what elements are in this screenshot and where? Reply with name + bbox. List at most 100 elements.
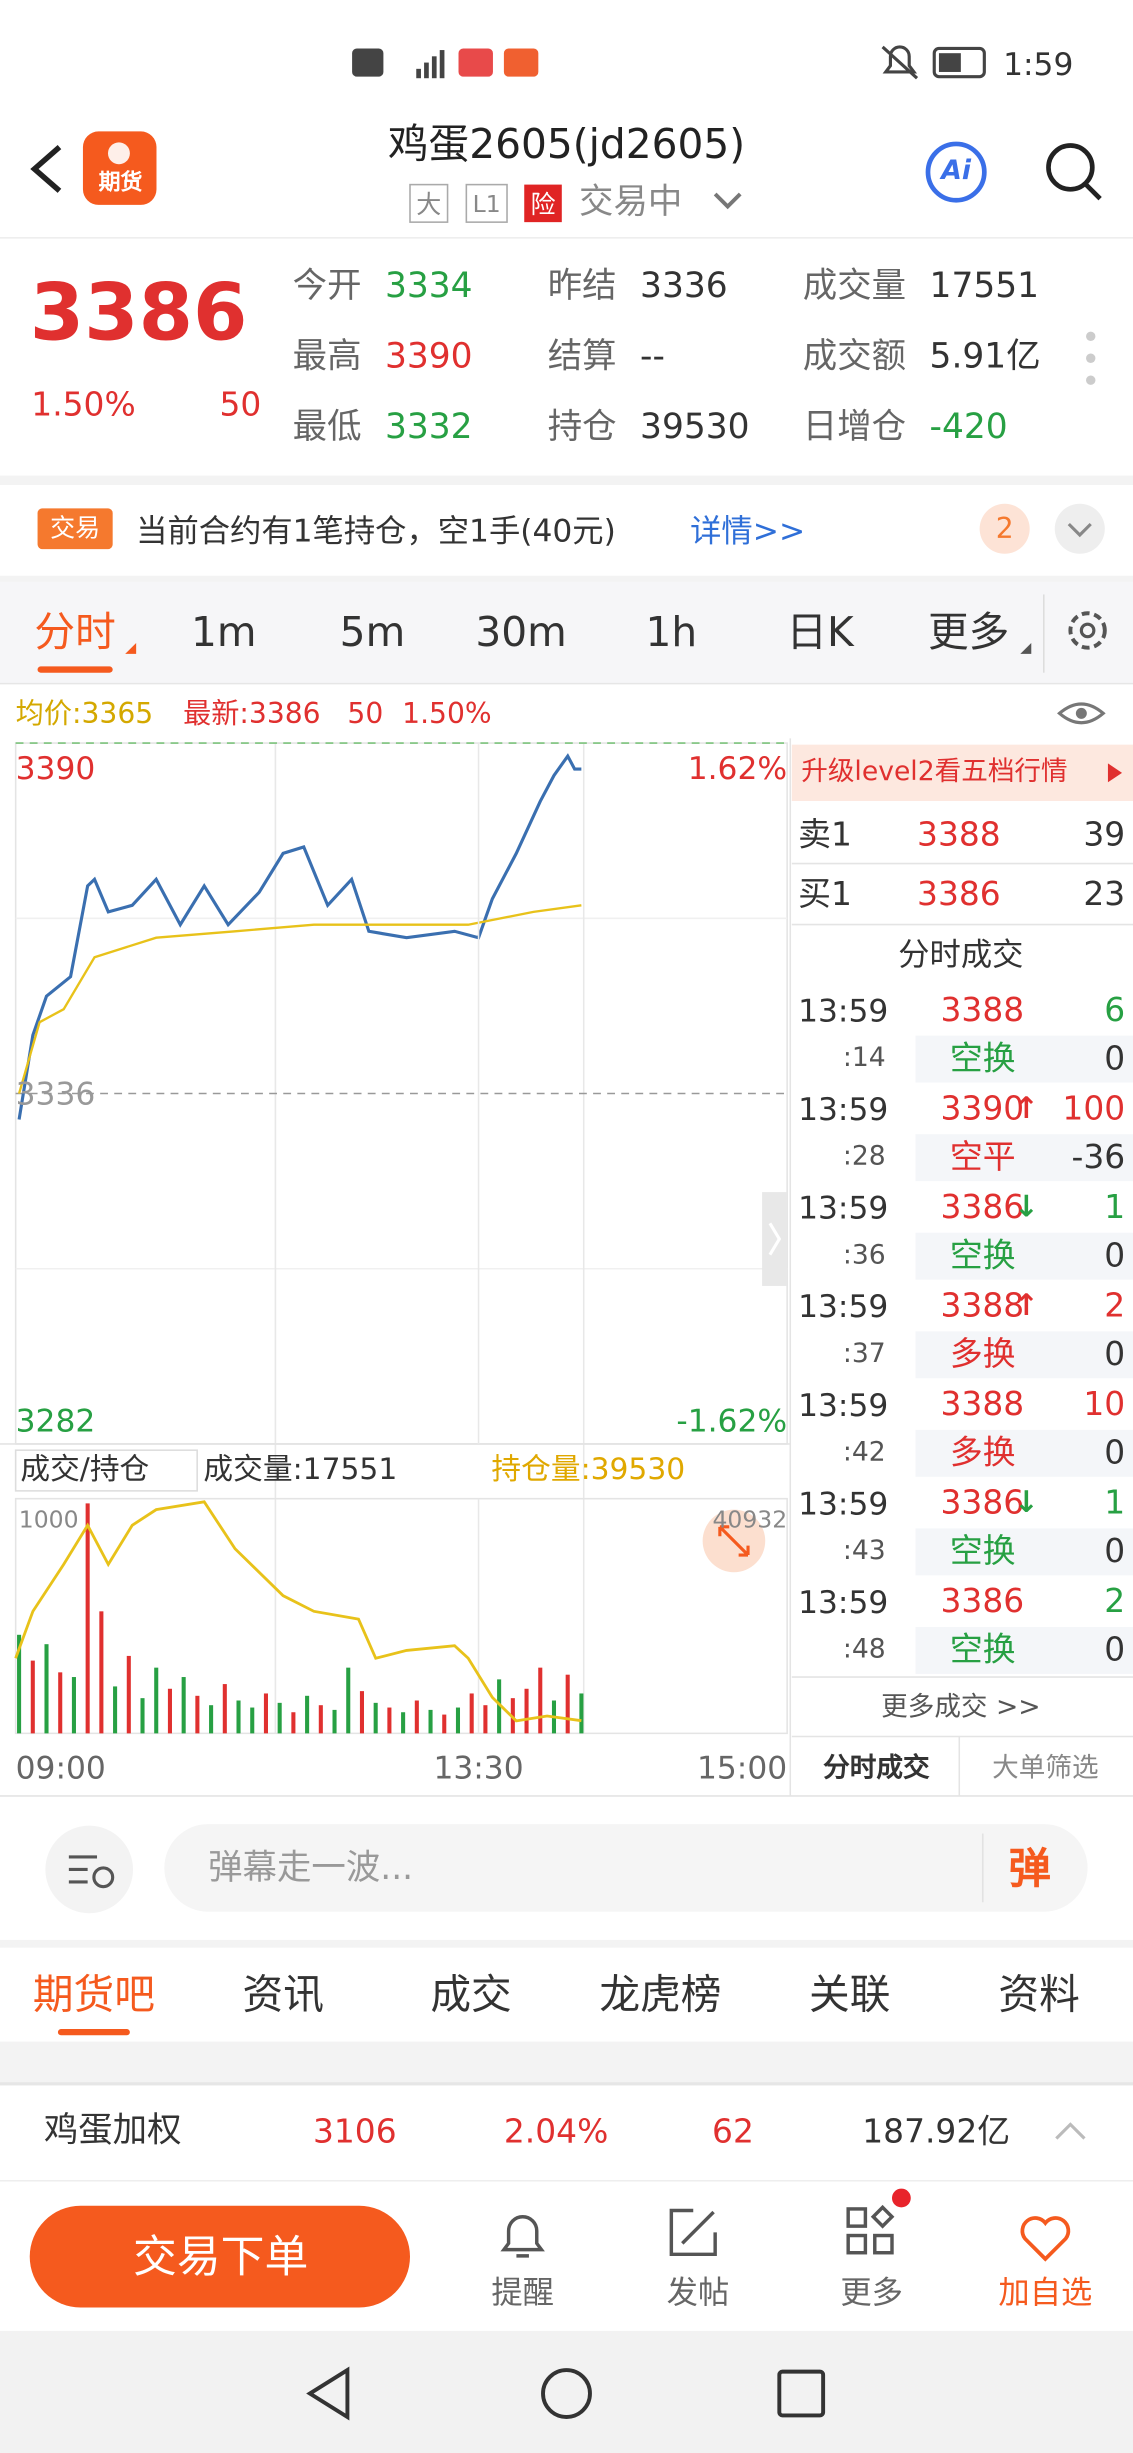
- bottom-item[interactable]: 加自选: [998, 2273, 1093, 2311]
- volume-bar: [113, 1686, 118, 1734]
- field-value: 3390: [384, 337, 473, 378]
- chart-tab[interactable]: 日K: [786, 610, 854, 658]
- nav-home[interactable]: [541, 2368, 592, 2419]
- volume-bar: [30, 1660, 35, 1734]
- y-tick-label: 3282: [15, 1401, 96, 1440]
- chart-tab[interactable]: 分时: [34, 610, 116, 658]
- y2-tick-label: 40932: [712, 1505, 788, 1534]
- section-tab[interactable]: 龙虎榜: [599, 1972, 722, 2020]
- section-tab[interactable]: 成交: [430, 1972, 512, 2020]
- book-tab[interactable]: 分时成交: [823, 1752, 930, 1785]
- buy-label: 买1: [798, 875, 852, 913]
- back-button[interactable]: [30, 144, 62, 193]
- side-handle[interactable]: [762, 1192, 788, 1286]
- y-tick-label: 1000: [18, 1505, 79, 1534]
- trade-time: 13:59: [798, 1484, 889, 1523]
- ticker-toggle[interactable]: [1055, 2122, 1086, 2140]
- favorite-icon[interactable]: [1020, 2216, 1071, 2262]
- trade-second: :36: [842, 1239, 886, 1272]
- section-tab[interactable]: 资讯: [242, 1972, 324, 2020]
- volume-bar: [524, 1688, 529, 1734]
- trade-button[interactable]: [29, 2205, 411, 2308]
- trade-time: 13:59: [798, 1090, 889, 1128]
- sub-chart-title[interactable]: 成交/持仓: [20, 1452, 150, 1487]
- trade-kind: 空换: [949, 1039, 1016, 1078]
- sub-selector[interactable]: [14, 1449, 198, 1492]
- bottom-item[interactable]: 发帖: [666, 2273, 730, 2311]
- chart-tab[interactable]: 1m: [191, 610, 257, 658]
- nav-back[interactable]: [306, 2366, 350, 2421]
- expand-button[interactable]: [1054, 503, 1105, 554]
- remind-icon[interactable]: [500, 2215, 545, 2258]
- eye-pupil: [1075, 707, 1087, 719]
- status-chevron[interactable]: [713, 192, 742, 210]
- trade-kind: 空平: [949, 1138, 1016, 1176]
- danmaku-icon: [92, 1866, 115, 1889]
- book-tab[interactable]: 大单筛选: [992, 1752, 1099, 1785]
- app-icon: [458, 48, 493, 77]
- chart-tab[interactable]: 30m: [475, 610, 567, 658]
- trade-volume: 1: [1104, 1483, 1126, 1522]
- trades-title: 分时成交: [898, 935, 1024, 974]
- trade-arrow: ↑: [1014, 1288, 1039, 1323]
- trade-time: 13:59: [798, 1188, 889, 1227]
- settings-button[interactable]: [1068, 611, 1107, 650]
- section-tab[interactable]: 关联: [809, 1972, 891, 2020]
- expand-arrows: [718, 1525, 750, 1557]
- field-value: 17551: [929, 267, 1040, 307]
- nav-recent[interactable]: [777, 2369, 826, 2418]
- field-value: -420: [929, 408, 1008, 448]
- tag: 大: [416, 189, 442, 220]
- ticker-name[interactable]: 鸡蛋加权: [43, 2111, 182, 2152]
- gap: [0, 1939, 1133, 1948]
- more-dots[interactable]: [1086, 331, 1096, 385]
- danmaku-send[interactable]: 弹: [1008, 1845, 1051, 1894]
- notice-text: 当前合约有1笔持仓，空1手(40元): [136, 511, 616, 550]
- field-value: 3332: [384, 408, 473, 448]
- trade-row-bg: [915, 1232, 1133, 1280]
- trade-time: 13:59: [798, 1287, 889, 1326]
- chart-tab[interactable]: 1h: [645, 610, 698, 658]
- ticker-price: 3106: [312, 2112, 397, 2151]
- field-label: 最低: [292, 408, 362, 448]
- price-line: [17, 753, 582, 1120]
- notice-badge-bg: [979, 503, 1030, 554]
- trade-oi: 0: [1104, 1236, 1126, 1275]
- volume-bar: [373, 1702, 378, 1734]
- field-value: 5.91亿: [929, 337, 1041, 378]
- danmaku-placeholder[interactable]: 弹幕走一波...: [208, 1849, 414, 1889]
- volume-bar: [332, 1709, 337, 1734]
- notice-badge[interactable]: 2: [995, 513, 1014, 546]
- more-trades[interactable]: 更多成交 >>: [881, 1691, 1041, 1724]
- post-icon[interactable]: [669, 2208, 717, 2257]
- chart-tab[interactable]: 更多: [927, 610, 1010, 658]
- field-label: 持仓: [547, 408, 617, 448]
- tag-box: [524, 184, 562, 223]
- bottom-item[interactable]: 提醒: [491, 2273, 554, 2311]
- volume-bar: [579, 1693, 584, 1734]
- y-tick-label: 3390: [15, 749, 96, 787]
- chart-tab[interactable]: 5m: [339, 610, 406, 658]
- field-label: 结算: [547, 337, 617, 378]
- ai-button[interactable]: [925, 141, 987, 203]
- level2-banner-text[interactable]: 升级level2看五档行情: [801, 756, 1068, 788]
- volume-bar: [250, 1707, 255, 1734]
- volume-bar: [442, 1714, 447, 1734]
- more-icon[interactable]: [846, 2204, 895, 2255]
- trading-status[interactable]: 交易中: [579, 183, 683, 223]
- danmaku-input[interactable]: [164, 1824, 1088, 1912]
- volume-bar: [497, 1679, 502, 1734]
- section-tab[interactable]: 资料: [998, 1972, 1080, 2020]
- search-button[interactable]: [1046, 143, 1095, 192]
- level2-banner[interactable]: [791, 744, 1133, 801]
- expand-chevron: [1067, 522, 1092, 538]
- notice-link[interactable]: 详情>>: [690, 511, 806, 550]
- bottom-item[interactable]: 更多: [840, 2273, 903, 2311]
- trade-kind: 多换: [949, 1335, 1016, 1373]
- eye-icon[interactable]: [1057, 702, 1106, 725]
- trade-button-label[interactable]: 交易下单: [133, 2230, 309, 2283]
- field-value: 3336: [640, 267, 728, 307]
- trade-price: 3388: [940, 1385, 1025, 1423]
- danmaku-toggle[interactable]: [45, 1825, 134, 1914]
- section-tab[interactable]: 期货吧: [32, 1972, 155, 2020]
